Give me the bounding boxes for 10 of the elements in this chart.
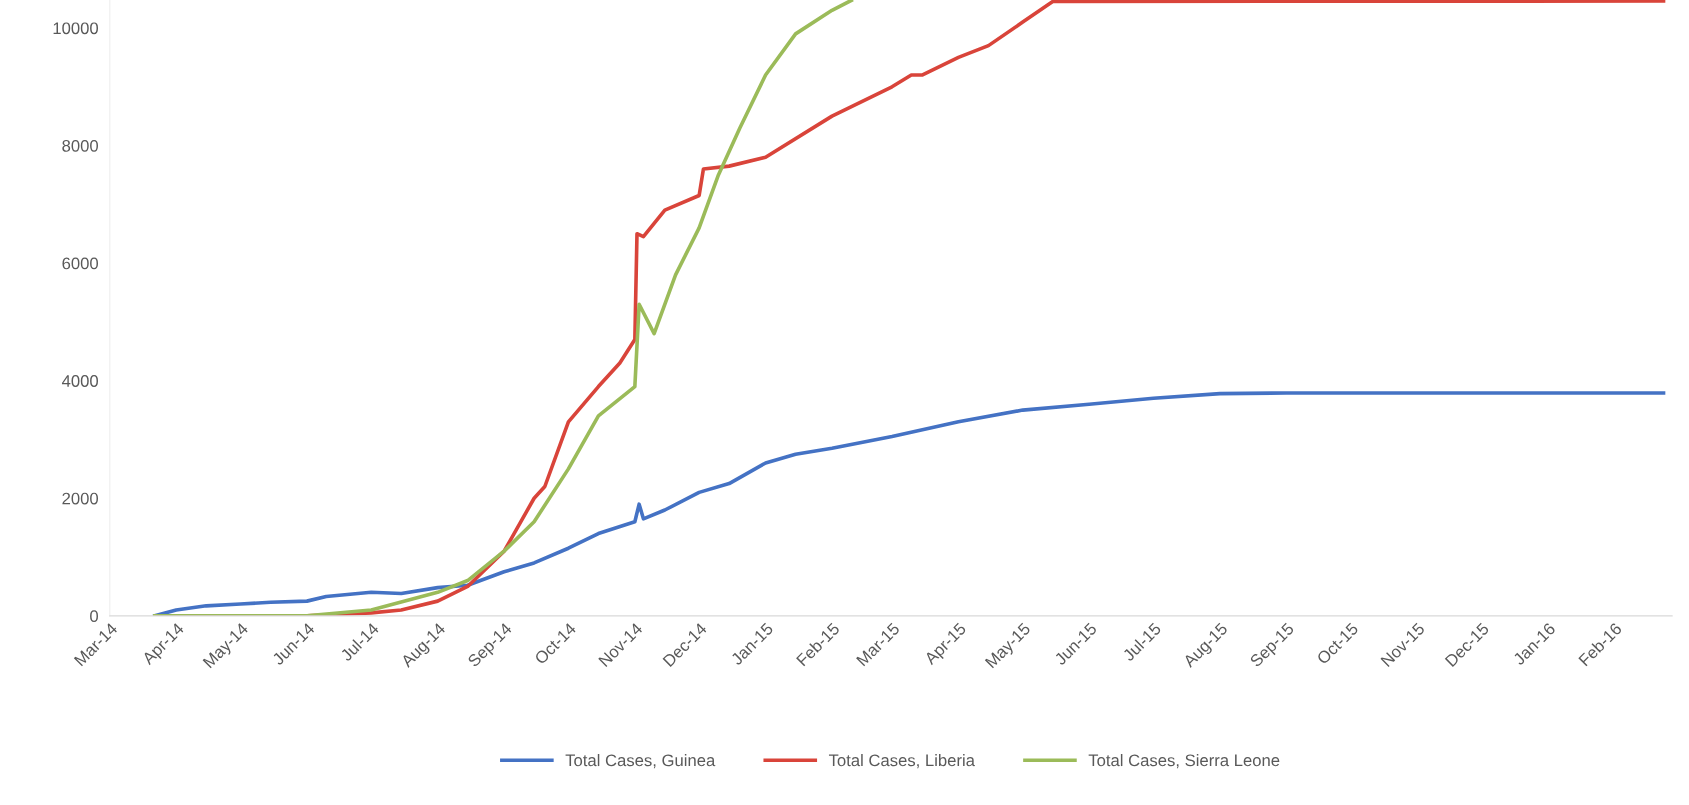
legend-label: Total Cases, Guinea	[565, 753, 716, 769]
legend-label: Total Cases, Sierra Leone	[1088, 753, 1280, 769]
line-series	[152, 0, 854, 616]
legend-label: Total Cases, Liberia	[828, 753, 975, 769]
y-tick-label: 6000	[62, 257, 99, 270]
y-tick-label: 2000	[62, 492, 99, 505]
y-tick-label: 10000	[53, 22, 99, 35]
y-tick-label: 0	[90, 610, 99, 623]
y-tick-label: 8000	[62, 139, 99, 152]
y-tick-label: 4000	[61, 375, 99, 387]
